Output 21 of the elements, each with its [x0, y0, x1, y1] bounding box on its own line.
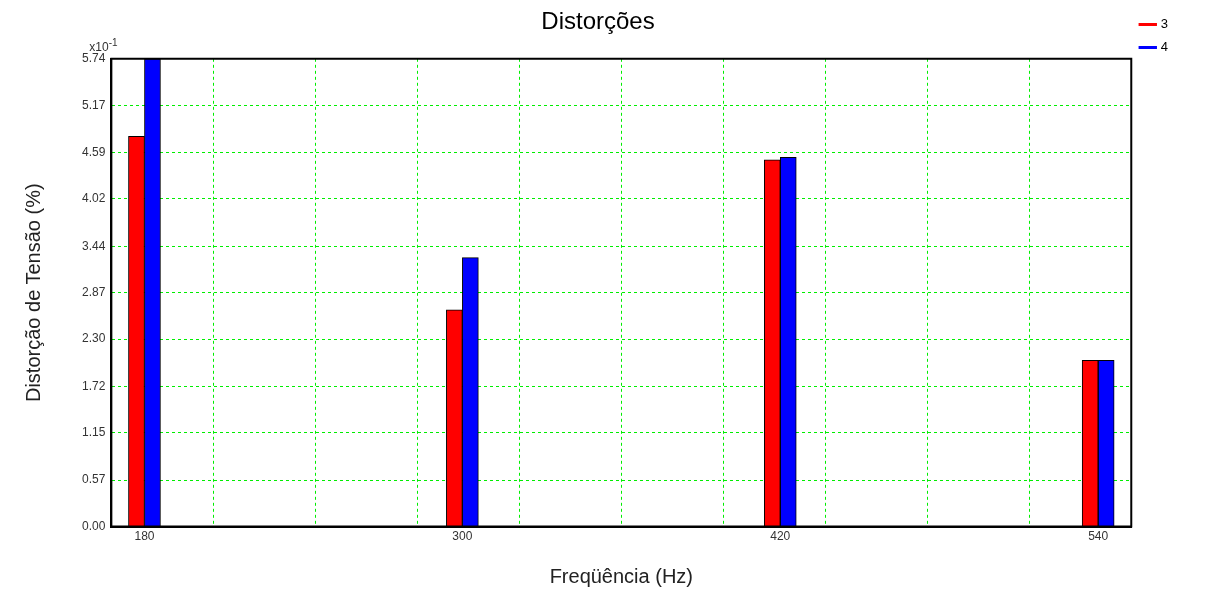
- y-tick-label: 1.72: [82, 378, 106, 393]
- text: x10$^{-1}$: [89, 36, 118, 54]
- y-tick-label: 2.30: [82, 331, 106, 346]
- x-tick-label: 420: [770, 529, 791, 544]
- chart-title: Distorções: [541, 7, 655, 35]
- y-tick-label: 4.02: [82, 191, 106, 206]
- y-tick-label: 0.57: [82, 472, 106, 487]
- y-tick-label: 5.17: [82, 97, 106, 112]
- y-tick-label: 1.15: [82, 425, 106, 440]
- y-axis-title: Distorção de Tensão (%): [21, 183, 44, 403]
- y-tick-label: 3.44: [82, 238, 106, 253]
- x-tick-label: 540: [1088, 529, 1109, 544]
- y-tick-label: 5.74: [82, 51, 106, 66]
- x-axis-title: Freqüência (Hz): [549, 564, 694, 587]
- x-tick-label: 300: [452, 529, 473, 544]
- x-tick-label: 180: [134, 529, 155, 544]
- legend-label: 3: [1160, 16, 1168, 32]
- y-tick-label: 2.87: [82, 285, 106, 300]
- y-tick-label: 4.59: [82, 144, 106, 159]
- legend-label: 4: [1160, 39, 1168, 55]
- y-tick-label: 0.00: [82, 518, 106, 533]
